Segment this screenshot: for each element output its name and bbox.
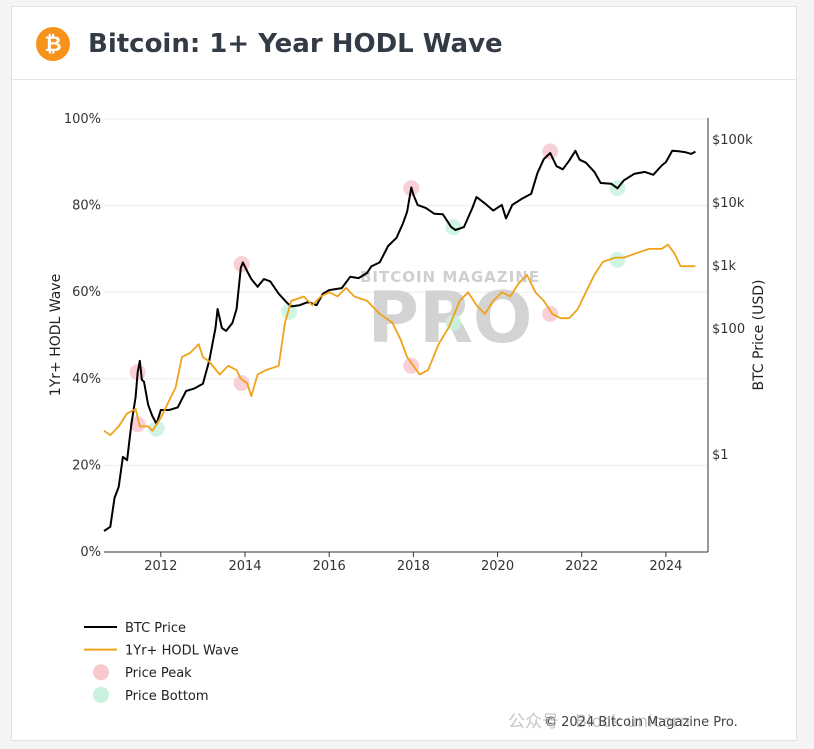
x-tick-label-2016: 2016 — [313, 559, 346, 574]
chart-title: Bitcoin: 1+ Year HODL Wave — [88, 29, 503, 59]
btc-price-line — [103, 149, 696, 532]
legend-price-peak-swatch — [93, 664, 109, 681]
y2-tick-label-1: $1 — [712, 448, 729, 463]
tick-labels: 2012 2014 2016 2018 2020 2022 2024 0% 20% 40% 60% 8… — [64, 112, 753, 574]
chart-header: ₿ Bitcoin: 1+ Year HODL Wave — [12, 7, 796, 80]
series-lines — [103, 149, 696, 532]
watermark: BITCOIN MAGAZINE PRO — [360, 268, 540, 359]
legend-hodl-wave-label: 1Yr+ HODL Wave — [125, 644, 239, 659]
price-bottom-marker-0 — [148, 420, 165, 437]
price-peak-marker-1 — [129, 416, 146, 433]
price-peak-marker-7 — [542, 305, 559, 322]
x-tick-label-2022: 2022 — [565, 559, 598, 574]
y2-tick-label-1000: $1k — [712, 259, 737, 274]
y-tick-label-100: 100% — [64, 112, 101, 127]
y-tick-label-40: 40% — [72, 372, 101, 387]
x-tick-label-2014: 2014 — [228, 559, 261, 574]
x-tick-label-2012: 2012 — [144, 559, 177, 574]
y-axis-title: 1Yr+ HODL Wave — [48, 274, 64, 396]
legend-price-bottom-swatch — [93, 686, 109, 703]
y2-tick-label-100: $100 — [712, 322, 745, 337]
x-tick-label-2018: 2018 — [397, 559, 430, 574]
price-peak-marker-3 — [233, 375, 250, 392]
legend-price-bottom-label: Price Bottom — [125, 689, 209, 704]
y-tick-label-80: 80% — [72, 199, 101, 214]
x-tick-label-2024: 2024 — [649, 559, 682, 574]
watermark-top-text: BITCOIN MAGAZINE — [360, 268, 540, 286]
axes — [104, 118, 709, 553]
x-tick-label-2020: 2020 — [481, 559, 514, 574]
y-tick-label-20: 20% — [72, 458, 101, 473]
legend: BTC Price 1Yr+ HODL Wave Price Peak Price B… — [84, 621, 239, 704]
bitcoin-logo-icon: ₿ — [36, 27, 70, 61]
copyright-text: © 2024 Bitcoin Magazine Pro. — [544, 715, 738, 730]
price-bottom-marker-5 — [609, 251, 626, 268]
hodl-wave-line — [103, 243, 696, 436]
y2-axis-title: BTC Price (USD) — [751, 279, 767, 390]
y2-tick-label-10000: $10k — [712, 196, 745, 211]
price-bottom-marker-1 — [281, 303, 298, 320]
y-tick-label-60: 60% — [72, 285, 101, 300]
y-tick-label-0: 0% — [80, 545, 101, 560]
wechat-overlay-text: 公众号 · Block unicorn — [508, 712, 691, 732]
y2-tick-label-100000: $100k — [712, 133, 753, 148]
legend-btc-price-label: BTC Price — [125, 621, 186, 636]
legend-price-peak-label: Price Peak — [125, 666, 192, 681]
